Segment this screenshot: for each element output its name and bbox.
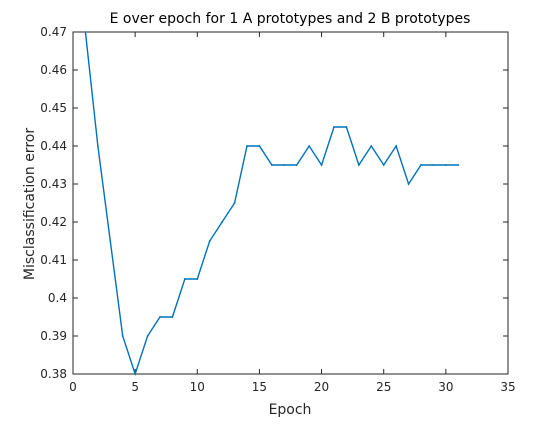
data-point	[233, 202, 236, 204]
x-tick-label: 20	[314, 380, 329, 394]
x-axis-label: Epoch	[269, 402, 312, 418]
data-point	[295, 164, 298, 166]
data-point	[382, 164, 385, 166]
data-point	[320, 164, 323, 166]
y-tick-label: 0.47	[40, 25, 67, 39]
data-point	[121, 335, 124, 337]
data-point	[159, 316, 161, 318]
chart-title: E over epoch for 1 A prototypes and 2 B …	[110, 11, 471, 27]
y-tick-label: 0.45	[40, 101, 67, 115]
y-tick-label: 0.46	[40, 63, 67, 77]
data-point	[208, 240, 211, 242]
y-tick-label: 0.38	[40, 367, 67, 381]
y-tick-label: 0.43	[40, 177, 67, 191]
data-point	[432, 164, 435, 166]
data-point	[258, 145, 261, 147]
data-point	[357, 164, 360, 166]
data-point	[270, 164, 273, 166]
y-tick-label: 0.39	[40, 329, 67, 343]
data-point	[109, 240, 112, 242]
plot-layer: 0 5 10 15 20 25 30 35 0.38 0.39 0.4 0.41 0.42 0.43 0.4…	[40, 25, 515, 394]
y-tick-label: 0.44	[40, 139, 67, 153]
data-point	[407, 183, 410, 185]
data-point	[246, 145, 248, 147]
x-tick-label: 15	[252, 380, 267, 394]
data-point	[395, 145, 398, 147]
data-point	[221, 221, 224, 223]
x-tick-label: 5	[131, 380, 139, 394]
data-point	[308, 145, 311, 147]
y-tick-label: 0.41	[40, 253, 67, 267]
data-point	[171, 316, 174, 318]
y-tick-label: 0.42	[40, 215, 67, 229]
x-tick-label: 35	[500, 380, 515, 394]
data-point	[444, 164, 447, 166]
x-tick-label: 25	[376, 380, 391, 394]
data-point	[283, 164, 286, 166]
x-tick-label: 0	[69, 380, 77, 394]
data-point	[96, 145, 99, 147]
y-tick-label: 0.4	[48, 291, 67, 305]
y-axis-label: Misclassification error	[22, 128, 38, 280]
data-point	[345, 126, 348, 128]
data-point	[333, 126, 335, 128]
data-point	[457, 164, 460, 166]
plot-area-box	[72, 31, 509, 375]
x-tick-label: 10	[190, 380, 205, 394]
data-point	[196, 278, 199, 280]
data-point	[420, 164, 422, 166]
data-point	[183, 278, 186, 280]
data-point	[134, 373, 137, 375]
data-point	[370, 145, 373, 147]
data-point	[84, 31, 87, 33]
data-point	[146, 335, 149, 337]
x-tick-label: 30	[438, 380, 453, 394]
